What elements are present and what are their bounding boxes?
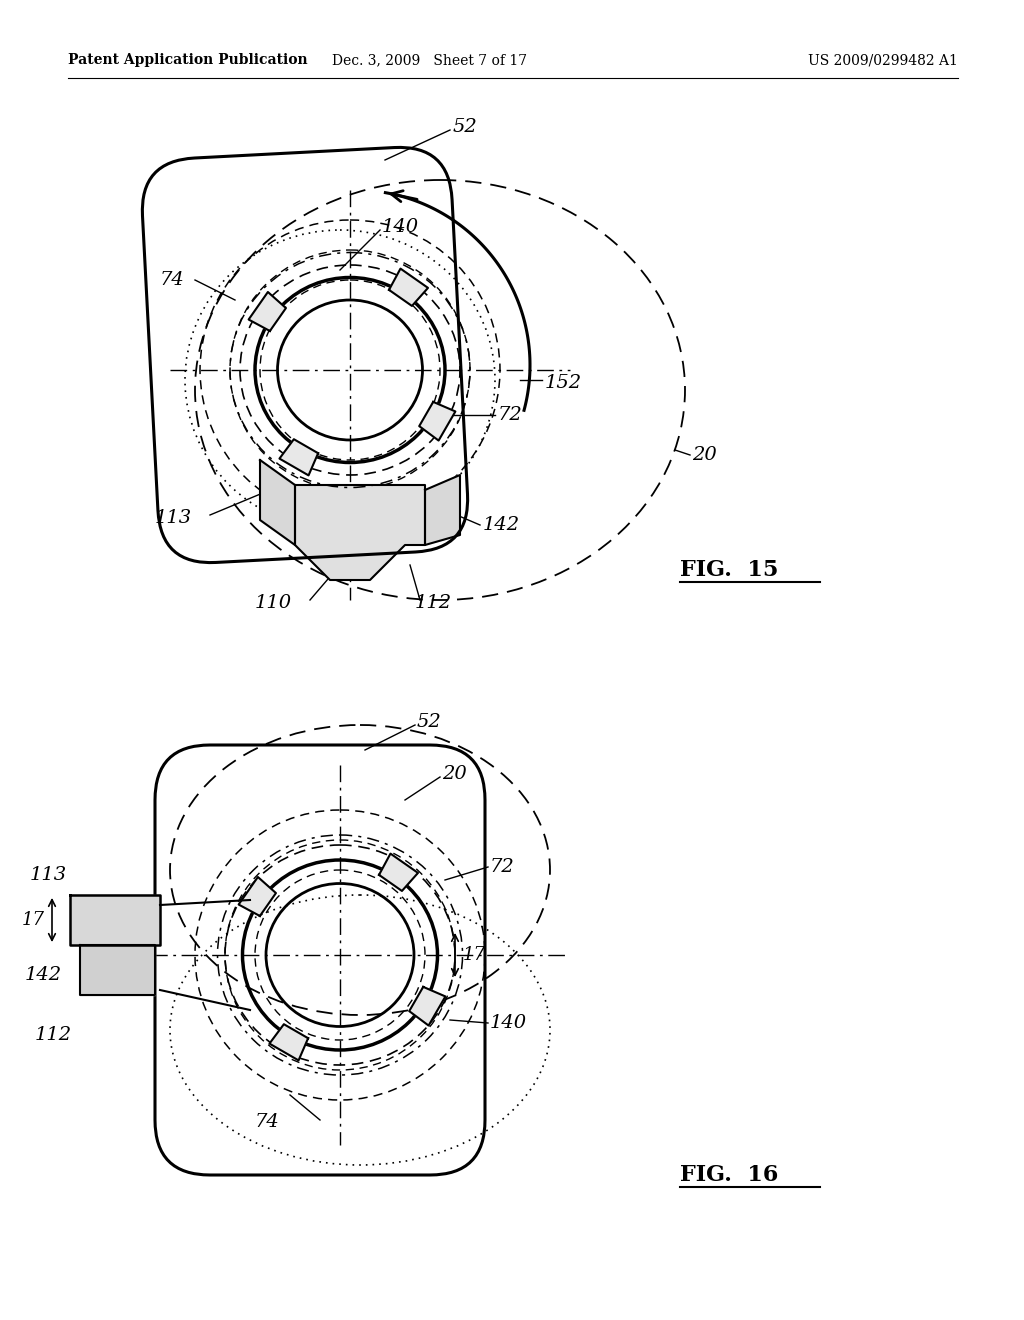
Text: 20: 20 xyxy=(692,446,717,465)
Polygon shape xyxy=(249,292,286,331)
Polygon shape xyxy=(389,268,428,306)
Polygon shape xyxy=(269,1024,308,1060)
Polygon shape xyxy=(295,484,425,579)
Text: 140: 140 xyxy=(382,218,419,236)
Text: 17: 17 xyxy=(463,946,486,964)
Text: 113: 113 xyxy=(155,510,193,527)
Polygon shape xyxy=(260,459,295,545)
Text: 20: 20 xyxy=(442,766,467,783)
Text: Patent Application Publication: Patent Application Publication xyxy=(68,53,307,67)
Polygon shape xyxy=(239,876,275,916)
Polygon shape xyxy=(410,987,445,1026)
Text: FIG.  16: FIG. 16 xyxy=(680,1164,778,1185)
Text: 110: 110 xyxy=(255,594,292,612)
Text: Dec. 3, 2009   Sheet 7 of 17: Dec. 3, 2009 Sheet 7 of 17 xyxy=(333,53,527,67)
Text: 113: 113 xyxy=(30,866,68,884)
Polygon shape xyxy=(419,401,456,441)
Polygon shape xyxy=(280,440,318,475)
Text: 52: 52 xyxy=(417,713,441,731)
Text: 52: 52 xyxy=(453,117,478,136)
Polygon shape xyxy=(379,854,418,891)
Text: 112: 112 xyxy=(415,594,453,612)
Polygon shape xyxy=(70,895,160,945)
Polygon shape xyxy=(80,945,155,995)
Text: 74: 74 xyxy=(255,1113,280,1131)
Polygon shape xyxy=(425,475,460,545)
Text: 140: 140 xyxy=(490,1014,527,1032)
Text: FIG.  15: FIG. 15 xyxy=(680,558,778,581)
Text: 142: 142 xyxy=(483,516,520,535)
Text: 74: 74 xyxy=(160,271,184,289)
Text: 17: 17 xyxy=(22,911,45,929)
Text: 142: 142 xyxy=(25,966,62,983)
Text: 72: 72 xyxy=(490,858,515,876)
Text: 112: 112 xyxy=(35,1026,72,1044)
Text: US 2009/0299482 A1: US 2009/0299482 A1 xyxy=(808,53,958,67)
Text: 152: 152 xyxy=(545,374,582,392)
Text: 72: 72 xyxy=(498,407,522,424)
